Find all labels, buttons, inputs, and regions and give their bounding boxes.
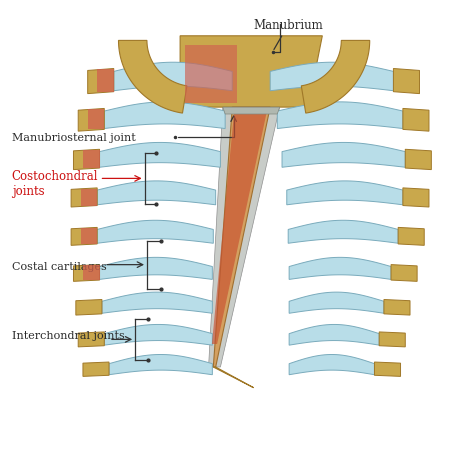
Polygon shape bbox=[104, 103, 225, 129]
Polygon shape bbox=[88, 110, 104, 130]
Polygon shape bbox=[277, 103, 403, 129]
Polygon shape bbox=[100, 258, 212, 280]
Polygon shape bbox=[71, 228, 97, 246]
Polygon shape bbox=[71, 189, 97, 207]
Polygon shape bbox=[374, 362, 401, 376]
Polygon shape bbox=[212, 108, 268, 344]
Polygon shape bbox=[288, 221, 398, 244]
Polygon shape bbox=[287, 181, 403, 205]
Polygon shape bbox=[88, 69, 114, 95]
Polygon shape bbox=[393, 69, 419, 95]
Polygon shape bbox=[81, 189, 97, 206]
Text: Manubriosternal joint: Manubriosternal joint bbox=[12, 133, 136, 143]
Polygon shape bbox=[223, 108, 280, 115]
Polygon shape bbox=[282, 143, 405, 168]
Polygon shape bbox=[289, 292, 384, 313]
Polygon shape bbox=[209, 108, 280, 367]
Polygon shape bbox=[289, 355, 374, 375]
Polygon shape bbox=[97, 221, 213, 244]
Polygon shape bbox=[97, 70, 114, 92]
Polygon shape bbox=[83, 151, 100, 168]
Polygon shape bbox=[114, 63, 232, 91]
Text: Manubrium: Manubrium bbox=[254, 19, 323, 50]
Polygon shape bbox=[403, 189, 429, 207]
Text: Costochondral
joints: Costochondral joints bbox=[12, 170, 98, 197]
Polygon shape bbox=[405, 150, 431, 170]
Polygon shape bbox=[379, 332, 405, 347]
Polygon shape bbox=[185, 46, 237, 103]
Polygon shape bbox=[118, 41, 187, 114]
Polygon shape bbox=[102, 292, 212, 313]
Polygon shape bbox=[384, 300, 410, 315]
Polygon shape bbox=[391, 265, 417, 282]
Polygon shape bbox=[104, 325, 212, 345]
Polygon shape bbox=[270, 63, 393, 91]
Text: Costal cartilages: Costal cartilages bbox=[12, 261, 107, 271]
Polygon shape bbox=[78, 109, 104, 132]
Polygon shape bbox=[180, 37, 322, 108]
Text: Interchondral joints: Interchondral joints bbox=[12, 330, 125, 340]
Polygon shape bbox=[289, 325, 379, 345]
Polygon shape bbox=[73, 150, 100, 170]
Polygon shape bbox=[100, 143, 220, 168]
Polygon shape bbox=[109, 355, 212, 375]
Polygon shape bbox=[83, 362, 109, 376]
Polygon shape bbox=[76, 300, 102, 315]
Polygon shape bbox=[301, 41, 370, 114]
Polygon shape bbox=[213, 108, 270, 367]
Polygon shape bbox=[73, 265, 100, 282]
Polygon shape bbox=[83, 266, 100, 280]
Polygon shape bbox=[97, 181, 216, 205]
Polygon shape bbox=[213, 367, 254, 388]
Polygon shape bbox=[78, 332, 104, 347]
Polygon shape bbox=[289, 258, 391, 280]
Polygon shape bbox=[81, 229, 97, 244]
Polygon shape bbox=[398, 228, 424, 246]
Polygon shape bbox=[403, 109, 429, 132]
